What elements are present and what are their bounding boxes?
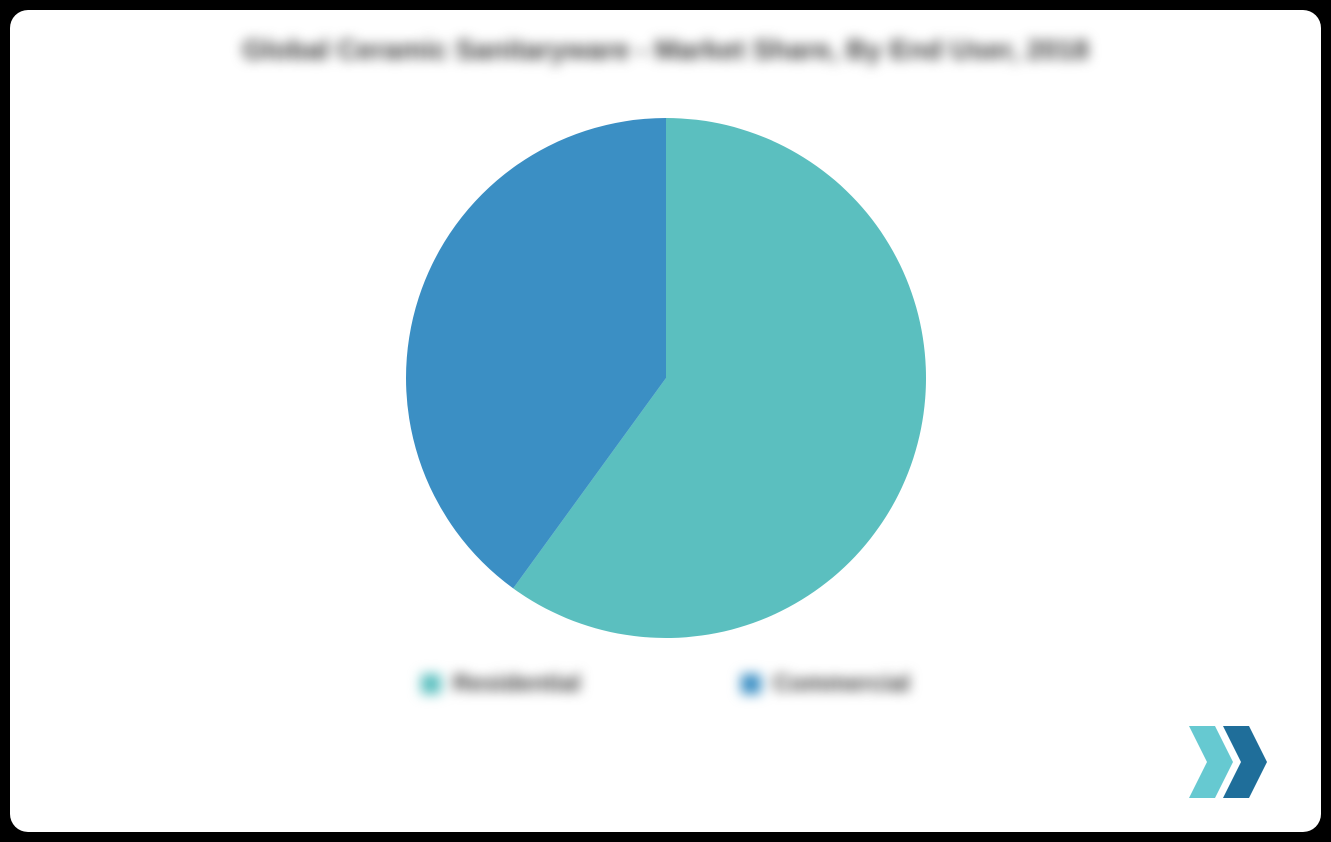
brand-logo bbox=[1189, 726, 1283, 798]
legend-item-residential: Residential bbox=[421, 670, 581, 698]
logo-chevron-dark bbox=[1223, 726, 1267, 798]
legend-item-commercial: Commercial bbox=[741, 670, 910, 698]
chart-card: Global Ceramic Sanitaryware - Market Sha… bbox=[10, 10, 1321, 832]
legend-label: Commercial bbox=[773, 670, 910, 698]
pie-chart bbox=[406, 118, 926, 638]
chart-title: Global Ceramic Sanitaryware - Market Sha… bbox=[10, 32, 1321, 67]
legend: Residential Commercial bbox=[10, 670, 1321, 698]
pie-svg bbox=[406, 118, 926, 638]
legend-label: Residential bbox=[453, 670, 581, 698]
legend-swatch-commercial bbox=[741, 674, 761, 694]
legend-swatch-residential bbox=[421, 674, 441, 694]
outer-frame: Global Ceramic Sanitaryware - Market Sha… bbox=[0, 0, 1331, 842]
